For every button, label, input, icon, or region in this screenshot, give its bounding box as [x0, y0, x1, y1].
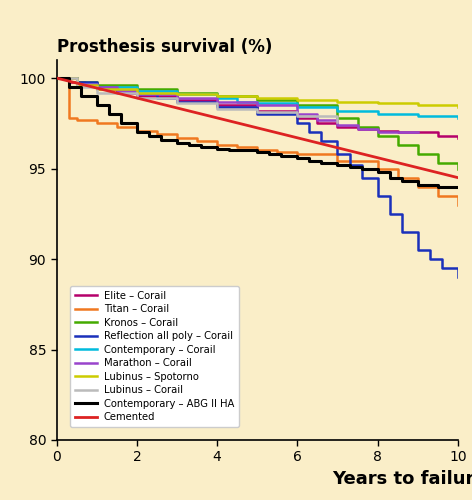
Legend: Elite – Corail, Titan – Corail, Kronos – Corail, Reflection all poly – Corail, C: Elite – Corail, Titan – Corail, Kronos –…: [70, 286, 239, 428]
X-axis label: Years to failure: Years to failure: [332, 470, 472, 488]
Text: Prosthesis survival (%): Prosthesis survival (%): [57, 38, 272, 56]
